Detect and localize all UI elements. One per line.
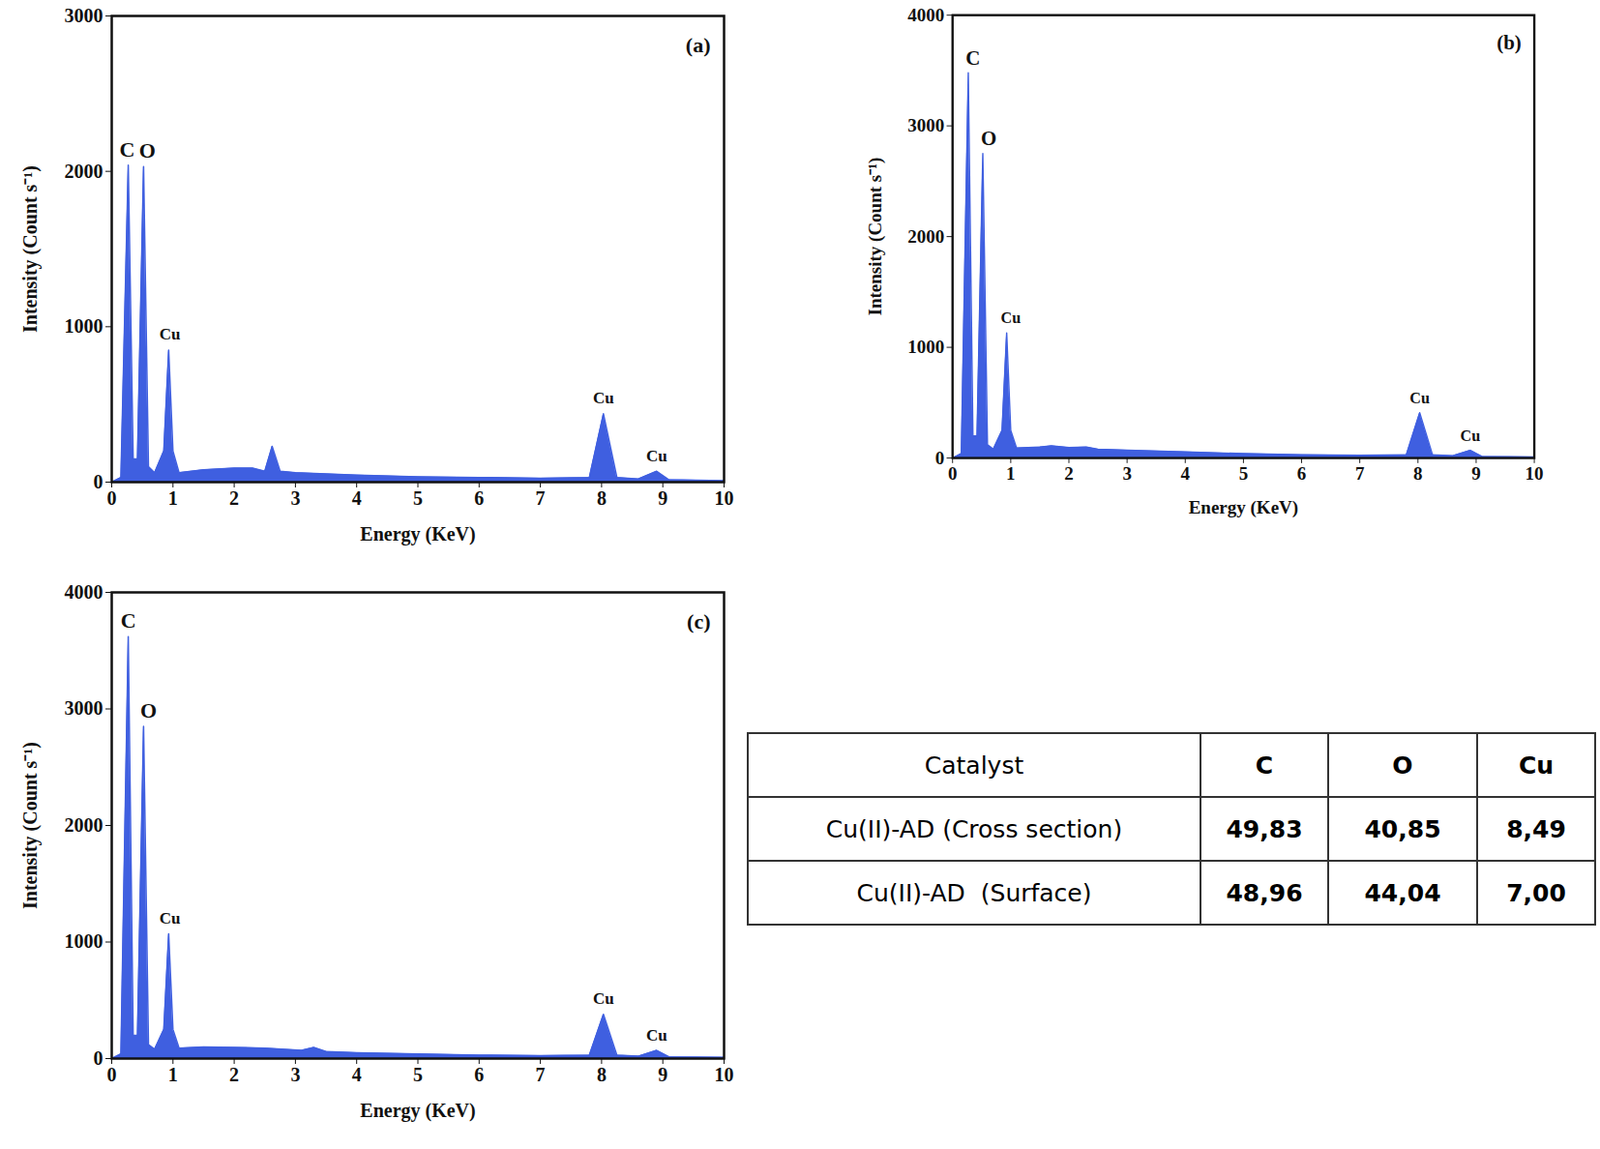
html-text:Catalyst: Catalyst [924,751,1024,780]
svg-text:1000: 1000 [64,315,104,337]
svg-text:0: 0 [107,487,118,509]
svg-text:6: 6 [1297,463,1307,484]
svg-text:Cu: Cu [592,989,615,1008]
svg-text:(a): (a) [685,32,712,58]
svg-text:2000: 2000 [64,814,104,836]
svg-text:1000: 1000 [64,930,104,952]
svg-text:0: 0 [935,447,946,469]
svg-text:4000: 4000 [907,4,945,26]
svg-text:Cu: Cu [592,388,615,408]
svg-text:3000: 3000 [64,697,104,719]
svg-text:3: 3 [1122,463,1132,484]
svg-text:10: 10 [1525,463,1544,484]
svg-text:C: C [118,137,135,162]
svg-text:Energy (KeV): Energy (KeV) [359,1099,475,1123]
svg-text:6: 6 [474,487,484,509]
svg-text:2000: 2000 [64,160,104,182]
html-text:49,83: 49,83 [1226,814,1303,844]
svg-text:2000: 2000 [907,226,945,247]
svg-text:9: 9 [657,1064,668,1086]
html-text:C: C [1255,751,1274,780]
svg-text:0: 0 [948,463,958,484]
svg-text:Intensity (Count s⁻¹): Intensity (Count s⁻¹) [19,741,42,910]
svg-text:Cu: Cu [1409,389,1430,407]
svg-text:7: 7 [1355,463,1365,484]
svg-text:1: 1 [1006,463,1016,484]
svg-text:10: 10 [714,487,735,509]
svg-text:Cu: Cu [1001,309,1022,326]
svg-text:7: 7 [535,1064,546,1086]
svg-text:Energy (KeV): Energy (KeV) [1188,497,1299,519]
html-text:8,49: 8,49 [1506,814,1566,844]
svg-text:Intensity (Count s⁻¹): Intensity (Count s⁻¹) [864,157,887,317]
svg-text:Cu: Cu [646,446,668,466]
svg-text:8: 8 [596,1064,607,1086]
svg-text:8: 8 [1413,463,1423,484]
html-text:Cu(II)-AD (Surface): Cu(II)-AD (Surface) [856,878,1092,907]
svg-text:3: 3 [290,1064,300,1086]
svg-text:3: 3 [290,487,300,509]
svg-text:0: 0 [93,471,104,493]
svg-text:1: 1 [168,1064,178,1086]
svg-text:7: 7 [535,487,546,509]
svg-text:3000: 3000 [907,115,945,136]
svg-text:6: 6 [474,1064,484,1086]
svg-text:O: O [980,126,997,150]
svg-text:0: 0 [93,1047,104,1069]
svg-text:(b): (b) [1496,30,1522,55]
svg-text:1: 1 [168,487,178,509]
html-text:48,96: 48,96 [1226,878,1303,907]
svg-text:9: 9 [1471,463,1482,484]
html-text:7,00: 7,00 [1506,878,1566,907]
svg-text:Cu: Cu [159,325,181,344]
svg-text:C: C [965,46,980,70]
svg-text:O: O [140,698,157,723]
html-text:Cu: Cu [1518,751,1554,780]
html-text:Cu(II)-AD (Cross section): Cu(II)-AD (Cross section) [825,814,1123,844]
svg-text:Cu: Cu [646,1026,668,1045]
svg-text:2: 2 [229,487,239,509]
svg-text:Intensity (Count s⁻¹): Intensity (Count s⁻¹) [19,165,42,333]
html-text:40,85: 40,85 [1364,814,1441,844]
svg-text:2: 2 [229,1064,239,1086]
svg-text:C: C [120,608,137,633]
svg-text:4: 4 [1181,463,1191,484]
svg-text:(c): (c) [686,609,711,634]
svg-text:4000: 4000 [64,581,104,603]
svg-text:4: 4 [352,487,362,509]
svg-text:O: O [139,138,156,163]
svg-text:Cu: Cu [159,909,181,928]
svg-text:Energy (KeV): Energy (KeV) [359,523,475,546]
svg-text:2: 2 [1064,463,1074,484]
svg-text:3000: 3000 [64,4,104,27]
html-text:O: O [1392,751,1413,780]
svg-text:1000: 1000 [907,336,945,357]
svg-text:10: 10 [714,1064,735,1086]
svg-text:9: 9 [657,487,668,509]
svg-text:5: 5 [413,1064,423,1086]
svg-text:5: 5 [413,487,423,509]
svg-text:5: 5 [1239,463,1249,484]
svg-text:4: 4 [352,1064,362,1086]
svg-text:Cu: Cu [1460,427,1482,445]
svg-text:8: 8 [596,487,607,509]
svg-text:0: 0 [107,1064,118,1086]
html-text:44,04: 44,04 [1364,878,1441,907]
